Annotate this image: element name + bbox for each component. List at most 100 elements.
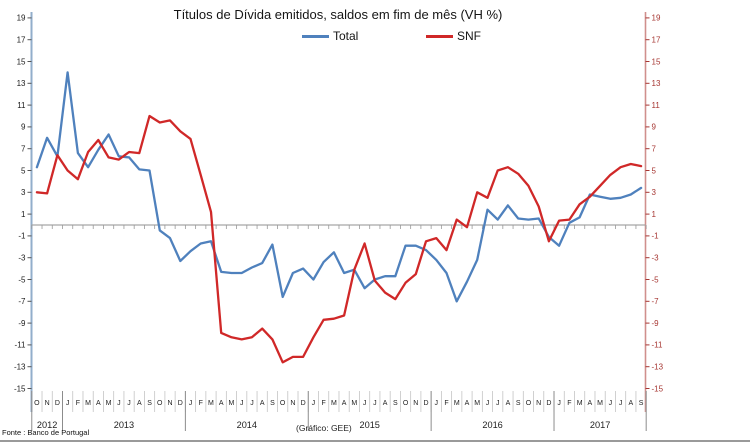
svg-text:2015: 2015 <box>359 420 379 430</box>
svg-text:-1: -1 <box>18 232 26 241</box>
svg-text:D: D <box>301 400 306 407</box>
legend-label-snf: SNF <box>457 29 481 43</box>
svg-text:M: M <box>331 400 337 407</box>
svg-text:7: 7 <box>21 145 26 154</box>
svg-text:-9: -9 <box>652 319 660 328</box>
svg-text:J: J <box>127 400 131 407</box>
svg-text:O: O <box>157 400 163 407</box>
svg-text:F: F <box>321 400 325 407</box>
svg-text:17: 17 <box>652 36 661 45</box>
svg-text:N: N <box>45 400 50 407</box>
svg-text:F: F <box>199 400 203 407</box>
svg-text:M: M <box>577 400 583 407</box>
svg-text:-1: -1 <box>652 232 660 241</box>
svg-text:13: 13 <box>17 79 26 88</box>
legend-swatch-snf <box>426 34 453 38</box>
svg-text:2013: 2013 <box>114 420 134 430</box>
svg-text:-9: -9 <box>18 319 26 328</box>
svg-text:F: F <box>76 400 80 407</box>
legend-item-total: Total <box>302 29 358 43</box>
svg-text:M: M <box>229 400 235 407</box>
svg-text:-5: -5 <box>652 275 660 284</box>
svg-text:N: N <box>290 400 295 407</box>
svg-text:M: M <box>208 400 214 407</box>
svg-text:S: S <box>639 400 644 407</box>
svg-text:A: A <box>260 400 265 407</box>
svg-text:N: N <box>167 400 172 407</box>
svg-text:D: D <box>178 400 183 407</box>
svg-text:17: 17 <box>17 36 26 45</box>
svg-text:2017: 2017 <box>590 420 610 430</box>
svg-text:J: J <box>557 400 561 407</box>
svg-text:-3: -3 <box>18 254 26 263</box>
svg-text:J: J <box>117 400 121 407</box>
svg-text:-15: -15 <box>652 384 664 393</box>
svg-text:-13: -13 <box>652 363 664 372</box>
svg-text:3: 3 <box>21 188 26 197</box>
source-note: Fonte : Banco de Portugal <box>2 428 90 437</box>
svg-text:11: 11 <box>17 101 26 110</box>
svg-text:O: O <box>403 400 409 407</box>
svg-text:M: M <box>597 400 603 407</box>
svg-text:A: A <box>137 400 142 407</box>
svg-text:A: A <box>506 400 511 407</box>
svg-text:M: M <box>351 400 357 407</box>
svg-text:-7: -7 <box>652 297 660 306</box>
svg-text:N: N <box>536 400 541 407</box>
svg-text:5: 5 <box>652 166 657 175</box>
svg-text:-11: -11 <box>652 341 664 350</box>
svg-text:S: S <box>393 400 398 407</box>
svg-text:A: A <box>219 400 224 407</box>
svg-text:3: 3 <box>652 188 657 197</box>
svg-text:A: A <box>588 400 593 407</box>
legend-swatch-total <box>302 34 329 38</box>
svg-text:J: J <box>486 400 490 407</box>
svg-text:J: J <box>240 400 244 407</box>
svg-text:2014: 2014 <box>237 420 257 430</box>
svg-text:J: J <box>363 400 367 407</box>
svg-text:-5: -5 <box>18 275 26 284</box>
svg-text:13: 13 <box>652 79 661 88</box>
svg-text:-15: -15 <box>14 384 26 393</box>
svg-text:J: J <box>373 400 377 407</box>
svg-text:M: M <box>106 400 112 407</box>
svg-text:J: J <box>609 400 613 407</box>
svg-text:F: F <box>444 400 448 407</box>
svg-text:9: 9 <box>21 123 26 132</box>
svg-text:J: J <box>66 400 70 407</box>
svg-text:A: A <box>465 400 470 407</box>
svg-text:O: O <box>526 400 532 407</box>
svg-text:-11: -11 <box>15 341 27 350</box>
svg-text:S: S <box>147 400 152 407</box>
legend-label-total: Total <box>333 29 359 43</box>
svg-text:J: J <box>496 400 500 407</box>
svg-text:M: M <box>85 400 91 407</box>
svg-text:M: M <box>474 400 480 407</box>
svg-text:1: 1 <box>21 210 26 219</box>
svg-text:M: M <box>454 400 460 407</box>
svg-text:-13: -13 <box>14 363 26 372</box>
svg-text:S: S <box>516 400 521 407</box>
svg-text:J: J <box>619 400 623 407</box>
svg-text:5: 5 <box>21 166 26 175</box>
svg-text:1: 1 <box>652 210 657 219</box>
svg-text:J: J <box>312 400 316 407</box>
svg-text:A: A <box>383 400 388 407</box>
svg-text:-3: -3 <box>652 254 660 263</box>
svg-text:-7: -7 <box>18 297 26 306</box>
svg-text:A: A <box>628 400 633 407</box>
svg-text:A: A <box>342 400 347 407</box>
svg-text:19: 19 <box>652 14 661 23</box>
svg-text:N: N <box>413 400 418 407</box>
bottom-divider <box>0 440 750 442</box>
svg-text:D: D <box>423 400 428 407</box>
svg-text:J: J <box>435 400 439 407</box>
svg-text:7: 7 <box>652 145 657 154</box>
svg-text:A: A <box>96 400 101 407</box>
svg-text:F: F <box>567 400 571 407</box>
credit-note: (Gráfico: GEE) <box>296 423 352 433</box>
svg-text:2016: 2016 <box>482 420 502 430</box>
svg-text:15: 15 <box>17 57 26 66</box>
